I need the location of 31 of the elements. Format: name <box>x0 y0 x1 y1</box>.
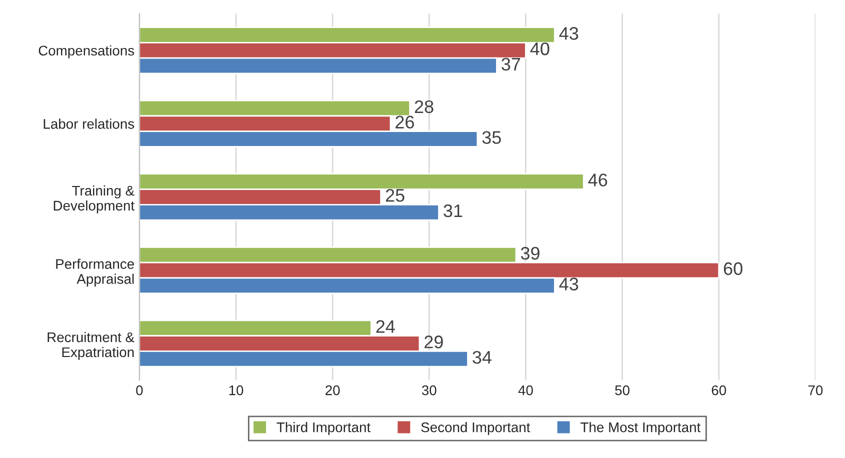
legend-label: Third Important <box>276 422 371 435</box>
x-tick-label: 50 <box>615 385 630 396</box>
data-label: 37 <box>502 58 520 71</box>
data-label: 46 <box>588 174 608 186</box>
x-tick-label: 60 <box>712 385 726 396</box>
data-label: 26 <box>396 116 414 129</box>
y-tick-label: Training & Development <box>54 185 134 214</box>
data-label: 35 <box>482 131 501 144</box>
x-tick-label: 0 <box>136 385 143 396</box>
data-label: 29 <box>424 336 443 348</box>
data-label: 43 <box>559 27 578 40</box>
data-label: 25 <box>386 189 404 202</box>
x-tick-label: 40 <box>518 385 533 396</box>
data-label: 24 <box>376 320 395 333</box>
data-label: 40 <box>530 42 550 56</box>
legend-label: The Most Important <box>580 422 701 435</box>
data-label: 34 <box>472 350 492 364</box>
legend-label: Second Important <box>421 422 530 435</box>
data-label: 60 <box>724 262 742 276</box>
data-label: 43 <box>559 278 578 290</box>
x-tick-label: 70 <box>808 385 823 396</box>
y-tick-label: Recruitment & Expatriation <box>48 332 134 360</box>
data-label: 28 <box>414 100 434 114</box>
y-tick-label: Performance Appraisal <box>56 258 134 287</box>
y-tick-label: Compensations <box>38 45 134 58</box>
x-tick-label: 30 <box>422 385 436 396</box>
data-label: 39 <box>520 246 540 260</box>
x-tick-label: 20 <box>326 385 340 396</box>
y-tick-label: Labor relations <box>44 118 134 129</box>
data-label: 31 <box>444 204 462 218</box>
x-tick-label: 10 <box>229 385 244 396</box>
